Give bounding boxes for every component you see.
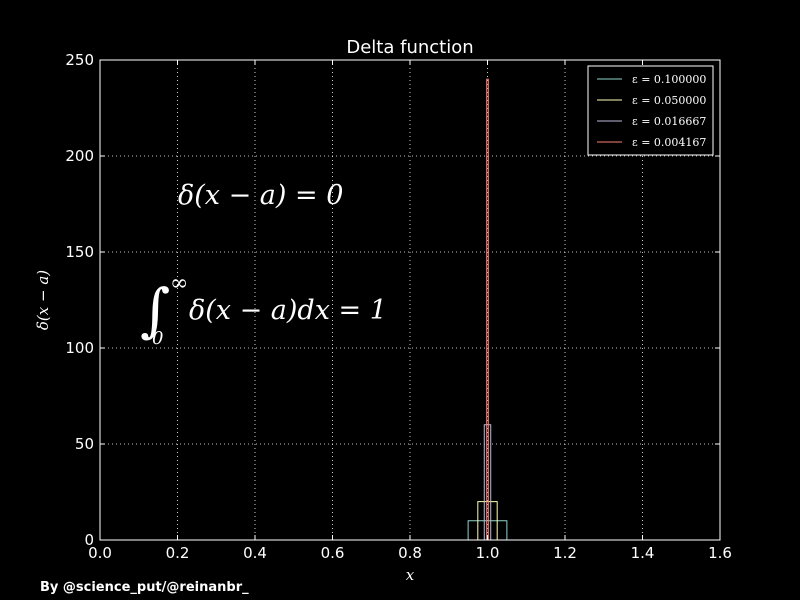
x-tick-label: 0.0 (88, 544, 112, 562)
legend-label: ε = 0.050000 (632, 94, 706, 107)
x-tick-label: 0.4 (243, 544, 267, 562)
y-axis-label: δ(x − a) (34, 270, 52, 330)
legend-label: ε = 0.016667 (632, 115, 706, 128)
axis-ticks: 0.0 0.2 0.4 0.6 0.8 1.0 1.2 1.4 1.6 0 50 100 150 200 2… (65, 51, 732, 562)
x-tick-label: 1.0 (476, 544, 500, 562)
legend-box (587, 65, 714, 156)
y-tick-label: 50 (75, 435, 94, 453)
x-tick-label: 0.2 (166, 544, 190, 562)
annotation-delta-zero: δ(x − a) = 0 (178, 180, 343, 211)
y-tick-label: 250 (65, 51, 94, 69)
legend-label: ε = 0.100000 (632, 73, 706, 86)
legend: ε = 0.100000 ε = 0.050000 ε = 0.016667 ε = … (587, 65, 714, 156)
x-tick-label: 1.6 (708, 544, 732, 562)
annotation-integral-body: δ(x − a)dx = 1 (189, 295, 387, 326)
x-axis-label: x (406, 566, 415, 584)
series-line (293, 424, 682, 541)
y-tick-label: 100 (65, 339, 94, 357)
x-tick-label: 0.8 (398, 544, 422, 562)
x-tick-label: 1.4 (631, 544, 655, 562)
annotation-integral-lower: 0 (152, 328, 163, 349)
annotation-integral-sign: ∫ (140, 276, 170, 344)
y-tick-label: 200 (65, 147, 94, 165)
credit-text: By @science_put/@reinanbr_ (40, 580, 249, 595)
legend-label: ε = 0.004167 (632, 136, 706, 149)
annotation-integral-upper: ∞ (170, 271, 188, 296)
y-tick-label: 0 (84, 531, 94, 549)
x-tick-label: 1.2 (553, 544, 577, 562)
chart-title: Delta function (346, 37, 473, 58)
x-tick-label: 0.6 (321, 544, 345, 562)
y-tick-label: 150 (65, 243, 94, 261)
